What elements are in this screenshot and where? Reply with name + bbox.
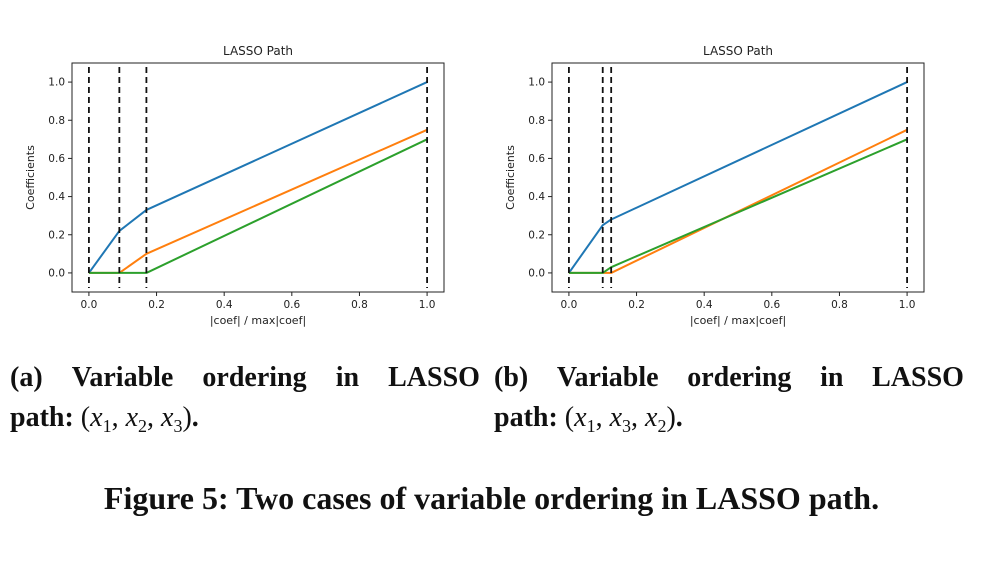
subcaption-a-period: . [191, 402, 199, 433]
x-tick-label: 0.6 [763, 299, 780, 311]
x-tick-label: 1.0 [419, 299, 436, 311]
y-tick-label: 0.0 [528, 267, 545, 279]
subcaption-a-line1: (a) Variable ordering in LASSO [10, 358, 480, 398]
series-line-2 [568, 128, 908, 274]
subcaption-b-word: ordering [687, 362, 792, 393]
y-tick-label: 0.8 [528, 115, 545, 127]
subcaption-a-path-label: path: [10, 402, 74, 433]
lasso-path-chart-a: LASSO Path 0.0 0.2 0.4 0.6 0.8 1.0 0.0 0.2 0.4 0.6… [24, 44, 445, 327]
math-sub: 1 [102, 416, 112, 436]
math-sub: 3 [173, 416, 183, 436]
math-var: x [645, 402, 658, 433]
x-tick-label: 0.0 [561, 299, 578, 311]
series-line-3 [568, 138, 908, 274]
chart-panel-b: LASSO Path 0.0 0.2 0.4 0.6 0.8 1.0 0.0 0.2 0.4 0.6… [494, 30, 954, 340]
subcaption-a-line2: path: (x1, x2, x3). [10, 402, 199, 436]
y-tick-label: 0.2 [48, 229, 65, 241]
y-tick-label: 0.4 [48, 191, 65, 203]
math-sub: 2 [138, 416, 147, 436]
subcaption-b-line1: (b) Variable ordering in LASSO [494, 358, 964, 398]
y-tick-label: 0.6 [48, 153, 65, 165]
math-var: x [609, 402, 622, 433]
y-axis-label: Coefficients [504, 145, 517, 210]
subcaption-a-word: in [335, 362, 360, 393]
math-sub: 1 [586, 416, 596, 436]
chart-panel-a: LASSO Path 0.0 0.2 0.4 0.6 0.8 1.0 0.0 0.2 0.4 0.6… [14, 30, 474, 340]
subcaption-b-path-label: path: [494, 402, 558, 433]
x-tick-label: 1.0 [899, 299, 916, 311]
x-tick-label: 0.8 [351, 299, 368, 311]
subcaption-a-word: Variable [71, 362, 174, 393]
x-axis-label: |coef| / max|coef| [690, 314, 786, 327]
y-axis-label: Coefficients [24, 145, 37, 210]
x-tick-label: 0.4 [696, 299, 713, 311]
subcaption-b-period: . [675, 402, 683, 433]
series-line-1 [88, 81, 428, 274]
y-tick-label: 1.0 [528, 77, 545, 89]
y-tick-label: 0.0 [48, 267, 65, 279]
math-sub: 2 [657, 416, 667, 436]
x-tick-label: 0.2 [628, 299, 645, 311]
math-sub: 3 [622, 416, 631, 436]
y-tick-label: 1.0 [48, 77, 65, 89]
plot-frame [551, 62, 925, 293]
subcaption-b-line2: path: (x1, x3, x2). [494, 402, 683, 436]
x-axis-label: |coef| / max|coef| [210, 314, 306, 327]
subcaption-a-word: ordering [202, 362, 307, 393]
y-tick-label: 0.8 [48, 115, 65, 127]
math-var: x [161, 402, 174, 433]
y-tick-label: 0.6 [528, 153, 545, 165]
math-var: x [125, 402, 138, 433]
subcaption-a-label: (a) [10, 362, 43, 393]
series-line-3 [88, 138, 428, 274]
plot-frame [71, 62, 445, 293]
lasso-path-chart-b: LASSO Path 0.0 0.2 0.4 0.6 0.8 1.0 0.0 0.2 0.4 0.6… [504, 44, 925, 327]
subcaption-b-label: (b) [494, 362, 529, 393]
series-line-1 [568, 81, 908, 274]
y-tick-label: 0.4 [528, 191, 545, 203]
subcaption-b-word: LASSO [872, 362, 964, 393]
x-tick-label: 0.8 [831, 299, 848, 311]
x-tick-label: 0.0 [81, 299, 98, 311]
subcaption-a: (a) Variable ordering in LASSO path: (x1… [10, 358, 480, 438]
series-line-2 [88, 128, 428, 274]
subcaption-a-word: LASSO [388, 362, 480, 393]
y-tick-label: 0.2 [528, 229, 545, 241]
figure-caption: Figure 5: Two cases of variable ordering… [103, 480, 880, 516]
subcaption-b-word: Variable [556, 362, 659, 393]
subcaption-b-word: in [820, 362, 844, 393]
chart-title: LASSO Path [703, 44, 773, 58]
math-var: x [90, 402, 103, 433]
chart-title: LASSO Path [223, 44, 293, 58]
x-tick-label: 0.2 [148, 299, 165, 311]
x-tick-label: 0.4 [216, 299, 233, 311]
math-var: x [574, 402, 587, 433]
subcaption-b: (b) Variable ordering in LASSO path: (x1… [494, 358, 964, 438]
x-tick-label: 0.6 [283, 299, 300, 311]
